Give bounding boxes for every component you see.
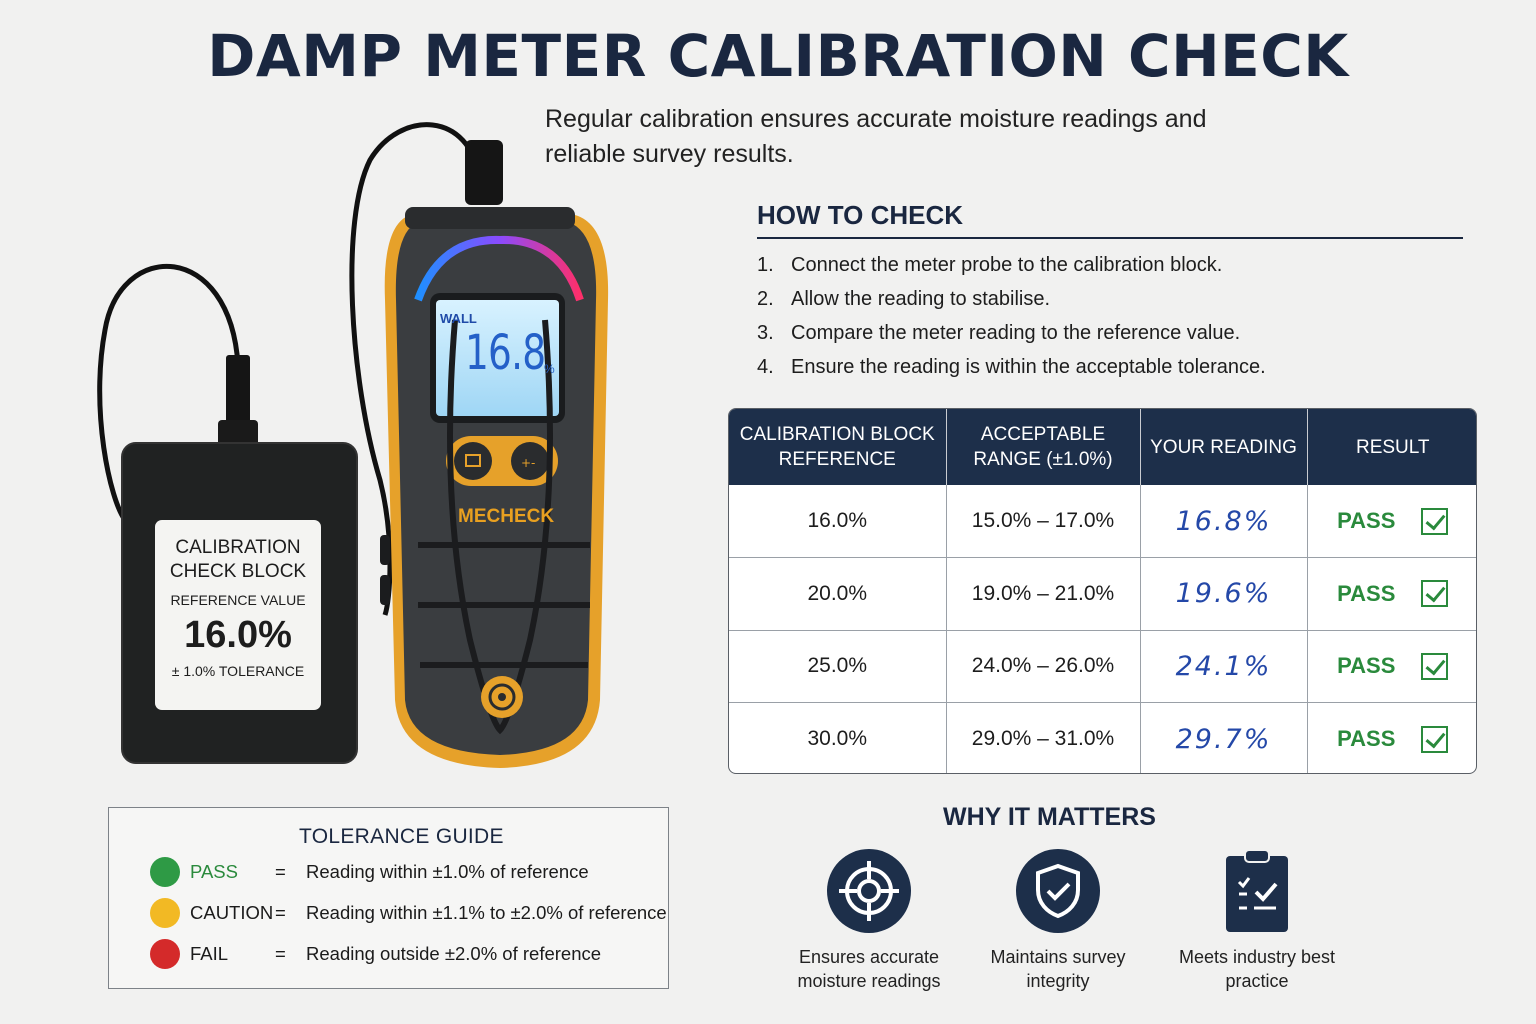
guide-text: Reading within ±1.0% of reference bbox=[306, 861, 589, 882]
column-header-result: RESULT bbox=[1307, 409, 1476, 485]
why-label: Meets industry best practice bbox=[1178, 947, 1336, 991]
meter-illustration: +- CALIBRATION CHECK BLOCK REFERENCE VAL… bbox=[0, 0, 700, 800]
how-to-check-divider bbox=[757, 237, 1463, 239]
cell-reference: 20.0% bbox=[729, 557, 947, 630]
why-item-best-practice: Meets industry best practice bbox=[1167, 848, 1347, 993]
guide-equals: = bbox=[275, 902, 286, 923]
why-item-accuracy: Ensures accurate moisture readings bbox=[779, 848, 959, 993]
cell-result: PASS bbox=[1337, 508, 1396, 533]
column-header-reference: CALIBRATION BLOCK REFERENCE bbox=[729, 409, 947, 485]
checkbox-checked-icon bbox=[1421, 507, 1449, 535]
red-dot-icon bbox=[150, 939, 180, 969]
lcd-mode: WALL bbox=[440, 311, 477, 326]
checkbox-checked-icon bbox=[1421, 652, 1449, 680]
cell-reading: 24.1% bbox=[1175, 650, 1272, 682]
cell-reading: 29.7% bbox=[1175, 723, 1272, 755]
block-tolerance: ± 1.0% TOLERANCE bbox=[171, 663, 305, 679]
guide-label: FAIL bbox=[190, 943, 229, 964]
guide-label: PASS bbox=[190, 861, 238, 882]
cell-reference: 16.0% bbox=[729, 485, 947, 558]
green-dot-icon bbox=[150, 857, 180, 887]
step-item: 1. Connect the meter probe to the calibra… bbox=[757, 254, 1223, 276]
lcd-reading: 16.8 bbox=[465, 325, 546, 381]
guide-row-pass: PASS = Reading within ±1.0% of reference bbox=[150, 856, 589, 888]
table-row: 25.0% 24.0% – 26.0% 24.1% PASS bbox=[729, 629, 1476, 703]
cell-range: 19.0% – 21.0% bbox=[946, 557, 1141, 630]
calibration-table: CALIBRATION BLOCK REFERENCE ACCEPTABLE R… bbox=[728, 408, 1477, 774]
tolerance-guide-title: TOLERANCE GUIDE bbox=[299, 825, 504, 848]
checkbox-checked-icon bbox=[1421, 725, 1449, 753]
block-reference-label: REFERENCE VALUE bbox=[170, 592, 306, 608]
guide-row-caution: CAUTION = Reading within ±1.1% to ±2.0% … bbox=[150, 897, 667, 929]
block-reference-value: 16.0% bbox=[184, 614, 292, 656]
guide-text: Reading within ±1.1% to ±2.0% of referen… bbox=[306, 902, 667, 923]
why-label: Maintains survey integrity bbox=[990, 947, 1126, 991]
cell-range: 29.0% – 31.0% bbox=[946, 702, 1141, 773]
guide-row-fail: FAIL = Reading outside ±2.0% of referenc… bbox=[150, 938, 601, 970]
cell-result: PASS bbox=[1337, 580, 1396, 606]
guide-label: CAUTION bbox=[190, 902, 274, 923]
guide-equals: = bbox=[275, 943, 286, 964]
why-item-integrity: Maintains survey integrity bbox=[968, 848, 1148, 993]
svg-text:+-: +- bbox=[521, 456, 535, 470]
cell-reading: 19.6% bbox=[1175, 578, 1272, 610]
checkbox-checked-icon bbox=[1421, 580, 1449, 608]
target-icon bbox=[827, 849, 911, 933]
step-item: 3. Compare the meter reading to the refer… bbox=[757, 322, 1241, 344]
column-header-reading: YOUR READING bbox=[1140, 409, 1308, 485]
how-to-check-steps: 1. Connect the meter probe to the calibra… bbox=[757, 252, 1266, 388]
table-row: 16.0% 15.0% – 17.0% 16.8% PASS bbox=[729, 485, 1476, 558]
yellow-dot-icon bbox=[150, 898, 180, 928]
cell-result: PASS bbox=[1337, 653, 1396, 679]
why-it-matters-title: WHY IT MATTERS bbox=[943, 803, 1156, 831]
lcd-unit: % bbox=[544, 362, 555, 376]
page-title: DAMP METER CALIBRATION CHECK bbox=[207, 22, 1349, 90]
cell-range: 15.0% – 17.0% bbox=[946, 485, 1141, 558]
table-row: 30.0% 29.0% – 31.0% 29.7% PASS bbox=[729, 702, 1476, 773]
how-to-check-title: HOW TO CHECK bbox=[757, 200, 964, 230]
cell-reference: 25.0% bbox=[729, 629, 947, 703]
tolerance-guide: TOLERANCE GUIDE PASS = Reading within ±1… bbox=[108, 807, 669, 989]
guide-equals: = bbox=[275, 861, 286, 882]
page-subtitle: Regular calibration ensures accurate moi… bbox=[545, 105, 1207, 168]
cell-reference: 30.0% bbox=[729, 702, 947, 773]
meter-brand: MECHECK bbox=[458, 506, 555, 527]
cell-result: PASS bbox=[1337, 726, 1396, 751]
step-item: 4. Ensure the reading is within the accep… bbox=[757, 356, 1266, 378]
step-item: 2. Allow the reading to stabilise. bbox=[757, 288, 1051, 310]
shield-check-icon bbox=[1016, 849, 1100, 933]
column-header-range: ACCEPTABLE RANGE (±1.0%) bbox=[946, 409, 1141, 485]
calibration-block-label: CALIBRATION CHECK BLOCK REFERENCE VALUE … bbox=[155, 520, 321, 710]
block-title: CALIBRATION CHECK BLOCK bbox=[169, 537, 307, 582]
cell-range: 24.0% – 26.0% bbox=[946, 629, 1141, 703]
table-row: 20.0% 19.0% – 21.0% 19.6% PASS bbox=[729, 557, 1476, 630]
table-header-row: CALIBRATION BLOCK REFERENCE ACCEPTABLE R… bbox=[729, 409, 1476, 485]
clipboard-check-icon bbox=[1226, 849, 1288, 932]
damp-meter-graphic: +- bbox=[97, 122, 609, 768]
why-label: Ensures accurate moisture readings bbox=[797, 947, 941, 991]
cell-reading: 16.8% bbox=[1175, 505, 1272, 537]
guide-text: Reading outside ±2.0% of reference bbox=[306, 943, 602, 964]
